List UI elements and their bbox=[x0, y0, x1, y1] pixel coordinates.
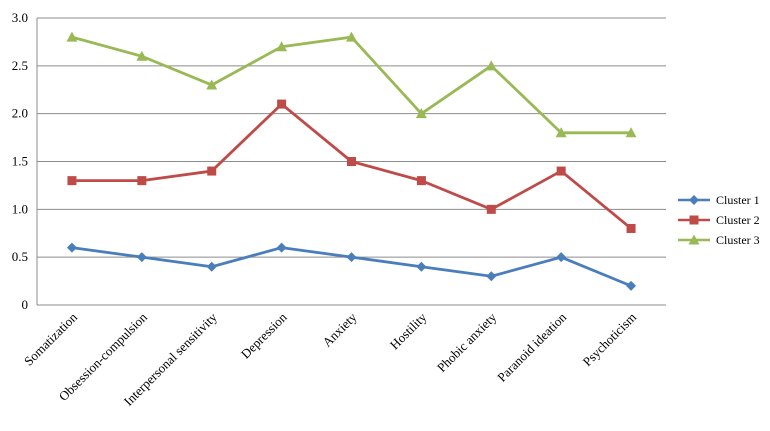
legend-item: Cluster 3 bbox=[678, 233, 760, 247]
data-point bbox=[626, 280, 637, 291]
data-point bbox=[136, 50, 148, 61]
legend-marker bbox=[689, 195, 699, 205]
series-lines bbox=[66, 31, 637, 291]
series-cluster-2 bbox=[67, 99, 636, 233]
y-tick-label: 3.0 bbox=[12, 10, 28, 25]
data-point bbox=[556, 252, 567, 263]
x-tick-label: Psychoticism bbox=[580, 310, 640, 370]
data-point bbox=[207, 166, 217, 176]
series-line bbox=[71, 35, 632, 135]
legend-item: Cluster 1 bbox=[678, 193, 760, 207]
data-point bbox=[346, 252, 357, 263]
y-tick-label: 2.5 bbox=[12, 58, 28, 73]
data-point bbox=[206, 79, 218, 90]
x-axis-ticks: SomatizationObsession-compulsionInterper… bbox=[21, 309, 639, 409]
legend: Cluster 1 Cluster 2 Cluster 3 bbox=[678, 193, 760, 247]
x-tick-label: Paranoid ideation bbox=[494, 309, 570, 385]
legend-label: Cluster 2 bbox=[716, 213, 760, 227]
data-point bbox=[415, 108, 427, 119]
y-tick-label: 0 bbox=[22, 297, 29, 312]
legend-label: Cluster 3 bbox=[716, 233, 760, 247]
y-tick-label: 0.5 bbox=[12, 249, 28, 264]
data-point bbox=[67, 176, 77, 186]
data-point bbox=[347, 157, 356, 166]
data-point bbox=[625, 127, 637, 138]
x-tick-label: Depression bbox=[238, 309, 290, 361]
data-point bbox=[66, 31, 78, 42]
y-tick-label: 1.0 bbox=[12, 201, 28, 216]
legend-marker bbox=[688, 234, 700, 245]
data-point bbox=[486, 204, 496, 214]
data-point bbox=[276, 41, 288, 52]
legend-marker bbox=[689, 215, 699, 225]
data-point bbox=[277, 99, 287, 109]
y-tick-label: 2.0 bbox=[12, 106, 28, 121]
data-point bbox=[137, 176, 147, 186]
data-point bbox=[485, 60, 497, 71]
data-point bbox=[555, 127, 567, 138]
x-tick-label: Hostility bbox=[387, 309, 430, 352]
y-tick-label: 1.5 bbox=[12, 154, 28, 169]
x-tick-label: Anxiety bbox=[319, 309, 360, 350]
data-point bbox=[276, 242, 287, 253]
y-axis-ticks: 0 0.5 1.0 1.5 2.0 2.5 3.0 bbox=[12, 10, 28, 312]
data-point bbox=[416, 261, 427, 272]
legend-label: Cluster 1 bbox=[716, 193, 760, 207]
series-cluster-3 bbox=[66, 31, 637, 138]
data-point bbox=[136, 252, 147, 263]
data-point bbox=[556, 166, 566, 176]
data-point bbox=[66, 242, 77, 253]
data-point bbox=[626, 223, 636, 233]
legend-item: Cluster 2 bbox=[678, 213, 760, 227]
data-point bbox=[206, 261, 217, 272]
x-tick-label: Somatization bbox=[21, 309, 80, 368]
data-point bbox=[416, 176, 426, 186]
series-cluster-1 bbox=[66, 242, 637, 291]
x-tick-label: Phobic anxiety bbox=[434, 309, 500, 375]
data-point bbox=[486, 271, 497, 282]
data-point bbox=[346, 31, 357, 42]
